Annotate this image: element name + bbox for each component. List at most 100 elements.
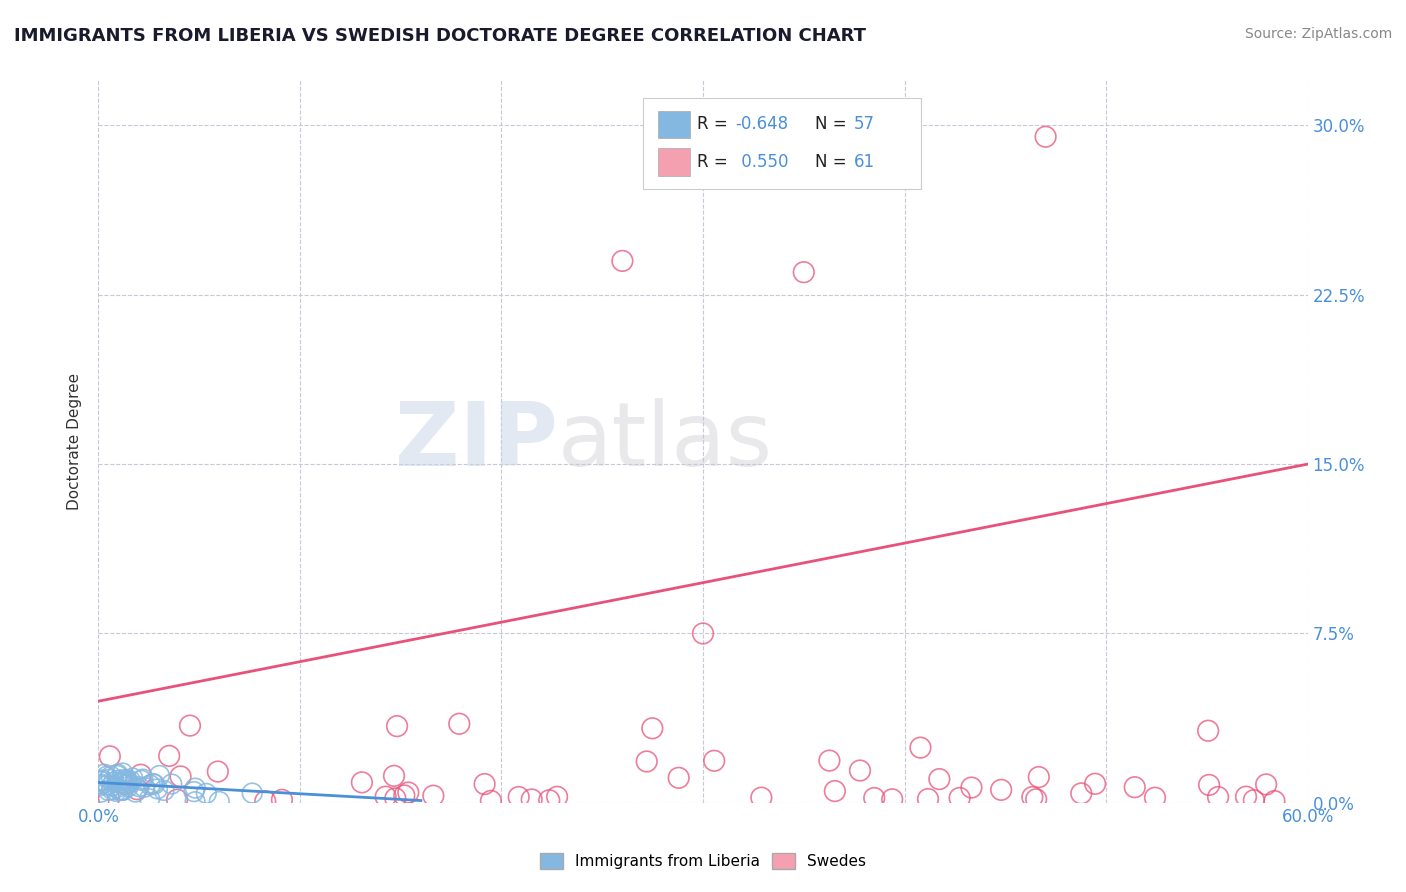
Point: [125, 782, 148, 797]
Point: [98, 749, 121, 764]
Point: [115, 772, 138, 787]
Point: [114, 773, 136, 788]
Point: [105, 780, 128, 795]
Point: [184, 795, 207, 809]
Text: IMMIGRANTS FROM LIBERIA VS SWEDISH DOCTORATE DEGREE CORRELATION CHART: IMMIGRANTS FROM LIBERIA VS SWEDISH DOCTO…: [14, 27, 866, 45]
Point: [1070, 786, 1092, 800]
Point: [96, 769, 118, 783]
Point: [382, 769, 405, 783]
Point: [124, 785, 146, 799]
Point: [636, 755, 658, 769]
Point: [110, 772, 132, 787]
Text: Source: ZipAtlas.com: Source: ZipAtlas.com: [1244, 27, 1392, 41]
Point: [1263, 794, 1285, 808]
Point: [508, 789, 530, 804]
Point: [520, 792, 543, 806]
Point: [148, 768, 170, 782]
Point: [139, 778, 162, 792]
Point: [1084, 777, 1107, 791]
Point: [1198, 778, 1220, 792]
Point: [751, 790, 773, 805]
Point: [115, 778, 138, 792]
Point: [184, 781, 207, 796]
Point: [1123, 780, 1146, 795]
Point: [169, 769, 191, 783]
Point: [396, 786, 419, 800]
Point: [98, 772, 121, 787]
Point: [207, 764, 229, 779]
Point: [153, 783, 176, 797]
Point: [1021, 790, 1043, 805]
Point: [138, 792, 160, 806]
Text: 61: 61: [855, 153, 876, 171]
Point: [703, 754, 725, 768]
Point: [1035, 129, 1057, 144]
Point: [254, 794, 277, 808]
Point: [118, 776, 141, 790]
Point: [350, 775, 373, 789]
Point: [112, 773, 135, 788]
Point: [668, 771, 690, 785]
Point: [146, 781, 169, 796]
Point: [105, 768, 128, 782]
Text: ZIP: ZIP: [395, 398, 558, 485]
Point: [142, 776, 165, 790]
Point: [129, 767, 152, 781]
Point: [882, 792, 904, 806]
Point: [90, 777, 112, 791]
Point: [111, 776, 134, 790]
Point: [111, 783, 134, 797]
Point: [114, 778, 136, 792]
Point: [120, 773, 142, 788]
Point: [917, 792, 939, 806]
Point: [108, 776, 131, 790]
Point: [90, 774, 112, 789]
Text: 57: 57: [855, 115, 875, 133]
Point: [89, 779, 111, 793]
Point: [128, 780, 150, 794]
Point: [179, 718, 201, 732]
Point: [87, 794, 110, 808]
Point: [849, 764, 872, 778]
Point: [641, 721, 664, 735]
Point: [449, 716, 471, 731]
Point: [910, 740, 932, 755]
Point: [157, 748, 180, 763]
Point: [100, 779, 122, 793]
Text: 0.550: 0.550: [735, 153, 789, 171]
Text: -0.648: -0.648: [735, 115, 789, 133]
Point: [394, 789, 416, 803]
Point: [1025, 792, 1047, 806]
Point: [1256, 777, 1278, 791]
Point: [990, 782, 1012, 797]
Point: [538, 793, 561, 807]
Point: [960, 780, 983, 795]
FancyBboxPatch shape: [658, 148, 690, 176]
Point: [108, 783, 131, 797]
Point: [240, 786, 263, 800]
Point: [97, 791, 120, 805]
Point: [105, 773, 128, 788]
Point: [134, 780, 156, 795]
Point: [107, 767, 129, 781]
Point: [166, 793, 188, 807]
Point: [143, 777, 166, 791]
Point: [91, 772, 114, 787]
Point: [112, 783, 135, 797]
Point: [271, 793, 294, 807]
Point: [90, 785, 112, 799]
Point: [97, 778, 120, 792]
Text: N =: N =: [815, 153, 852, 171]
Point: [121, 771, 143, 785]
Point: [612, 253, 634, 268]
Text: N =: N =: [815, 115, 852, 133]
Point: [374, 789, 396, 804]
Point: [824, 784, 846, 798]
Point: [100, 769, 122, 783]
Point: [1234, 789, 1257, 804]
Text: atlas: atlas: [558, 398, 773, 485]
Point: [546, 789, 568, 804]
Point: [474, 777, 496, 791]
Point: [1206, 790, 1229, 805]
Point: [384, 791, 406, 805]
